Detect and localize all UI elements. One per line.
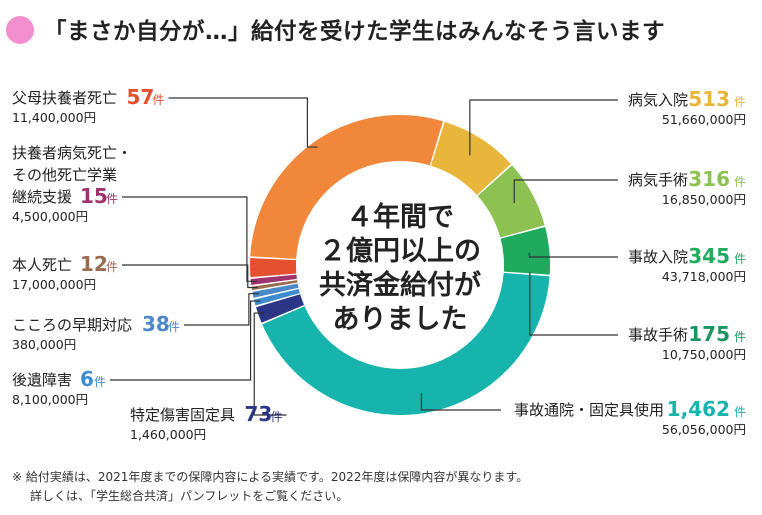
category-unit: 件 (734, 330, 746, 344)
category-count: 15 (80, 184, 108, 208)
leader-lines (110, 97, 618, 416)
category-name: 特定傷害固定具 (130, 406, 235, 424)
category-amount: 380,000円 (12, 337, 76, 352)
category-unit: 件 (106, 192, 118, 206)
category-count: 345 (688, 244, 730, 268)
donut-segment-6 (254, 289, 300, 306)
category-amount: 1,460,000円 (130, 427, 206, 442)
leader-line (529, 272, 618, 336)
header: 「まさか自分が…」給付を受けた学生はみんなそう言います (6, 12, 665, 48)
category-label-2: 事故入院 345 件 43,718,000円 (628, 244, 746, 284)
pink-dot-icon (6, 16, 34, 44)
leader-line (253, 312, 287, 416)
category-name: 病気入院 (628, 91, 688, 109)
category-count: 73 (245, 402, 273, 426)
category-count: 1,462 (667, 397, 730, 421)
leader-line (420, 393, 501, 411)
footnote-line-2: 詳しくは、「学生総合共済」パンフレットをご覧ください。 (30, 489, 349, 503)
center-line-2: 共済金給付が (319, 269, 481, 301)
category-name: 事故入院 (628, 248, 688, 266)
donut-segment-0 (431, 121, 511, 195)
category-amount: 4,500,000円 (12, 209, 88, 224)
category-unit: 件 (734, 405, 746, 419)
category-amount: 11,400,000円 (12, 110, 96, 125)
leader-line (469, 99, 618, 156)
category-count: 513 (688, 87, 730, 111)
category-label-10: 父母扶養者死亡 57件 11,400,000円 (12, 85, 165, 125)
category-label-7: こころの早期対応 38件 380,000円 (12, 312, 180, 352)
category-name: 後遺障害 (12, 371, 72, 389)
donut-segment-9 (250, 274, 297, 285)
category-unit: 件 (734, 95, 746, 109)
category-label-1: 病気手術 316 件 16,850,000円 (628, 167, 746, 207)
category-label-3: 事故手術 175 件 10,750,000円 (628, 322, 746, 362)
category-count: 6 (80, 367, 94, 391)
donut-segments (250, 115, 550, 416)
category-label-4: 事故通院・固定具使用 1,462 件 56,056,000円 (514, 397, 746, 437)
category-count: 12 (80, 252, 108, 276)
donut-segment-4 (262, 272, 550, 416)
category-name: 本人死亡 (12, 256, 72, 274)
category-amount: 8,100,000円 (12, 392, 88, 407)
footnote: ※ 給付実績は、2021年度までの保障内容による実績です。2022年度は保障内容… (12, 468, 528, 506)
donut-segment-orange (250, 115, 443, 259)
leader-line (528, 252, 618, 258)
category-label-0: 病気入院 513 件 51,660,000円 (628, 87, 746, 127)
donut-segment-7 (252, 283, 299, 298)
footnote-line-1: ※ 給付実績は、2021年度までの保障内容による実績です。2022年度は保障内容… (12, 470, 529, 484)
leader-line (110, 300, 261, 381)
leader-line (122, 264, 258, 289)
donut-segment-8 (251, 280, 298, 291)
category-count: 38 (142, 312, 170, 336)
category-name: 事故手術 (628, 326, 688, 344)
category-name: 病気手術 (628, 171, 688, 189)
category-name: 父母扶養者死亡 (12, 89, 117, 107)
category-unit: 件 (168, 320, 180, 334)
category-unit: 件 (734, 252, 746, 266)
category-count: 316 (688, 167, 730, 191)
page-title: 「まさか自分が…」給付を受けた学生はみんなそう言います (44, 19, 666, 45)
category-label-8: 本人死亡 12件 17,000,000円 (12, 252, 118, 292)
donut-segment-1 (477, 165, 545, 238)
donut-segment-10 (250, 258, 297, 278)
donut-segment-2 (500, 227, 550, 275)
category-name: 継続支援 (12, 188, 72, 206)
donut-segment-5 (256, 294, 305, 323)
category-unit: 件 (106, 260, 118, 274)
center-line-3: ありました (333, 304, 468, 335)
category-amount: 16,850,000円 (662, 192, 746, 207)
category-label-5: 特定傷害固定具 73件 1,460,000円 (130, 402, 283, 442)
leader-line (513, 179, 618, 203)
category-amount: 10,750,000円 (662, 347, 746, 362)
leader-line (184, 293, 259, 326)
category-name: こころの早期対応 (12, 316, 132, 334)
category-count: 57 (127, 85, 155, 109)
category-amount: 51,660,000円 (662, 112, 746, 127)
center-line-0: ４年間で (346, 201, 454, 233)
category-amount: 17,000,000円 (12, 277, 96, 292)
category-name: 扶養者病気死亡・ (12, 144, 132, 162)
category-name: 事故通院・固定具使用 (514, 401, 664, 419)
center-line-1: ２億円以上の (319, 236, 481, 267)
category-unit: 件 (94, 375, 106, 389)
category-amount: 56,056,000円 (662, 422, 746, 437)
category-unit: 件 (153, 93, 165, 107)
category-label-6: 後遺障害 6 件 8,100,000円 (12, 367, 106, 407)
category-unit: 件 (271, 410, 283, 424)
leader-line (122, 196, 257, 282)
category-count: 175 (688, 322, 730, 346)
category-unit: 件 (734, 175, 746, 189)
category-name: その他死亡学業 (12, 166, 117, 184)
leader-line (168, 97, 318, 148)
category-amount: 43,718,000円 (662, 269, 746, 284)
